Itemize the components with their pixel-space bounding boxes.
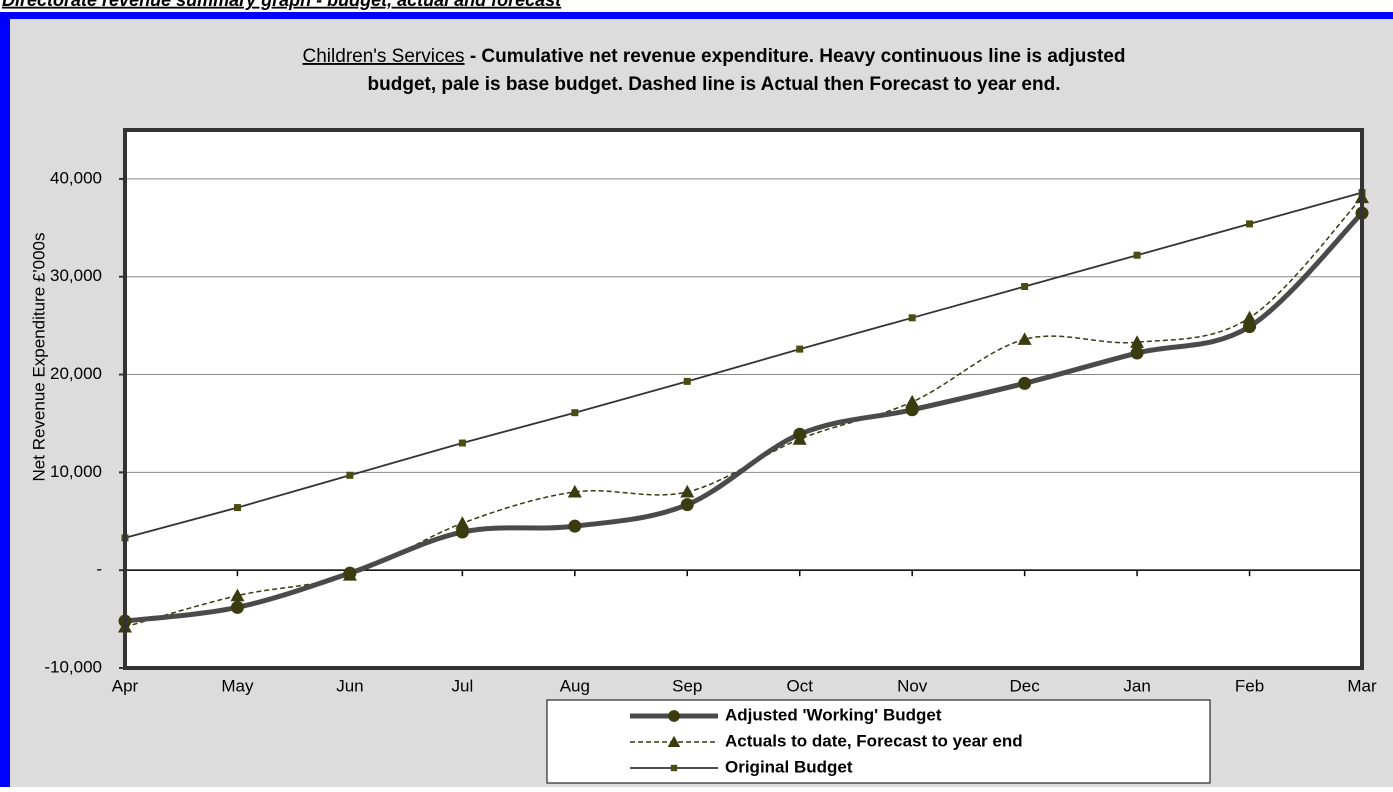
marker	[905, 403, 919, 417]
y-tick-label: 40,000	[50, 168, 102, 187]
marker	[670, 764, 678, 772]
y-tick-label: 20,000	[50, 364, 102, 383]
legend-label: Actuals to date, Forecast to year end	[725, 731, 1023, 750]
marker	[346, 471, 354, 479]
x-tick-label: May	[221, 676, 254, 695]
marker	[343, 566, 357, 580]
x-tick-label: Sep	[672, 676, 702, 695]
title-underlined: Children's Services	[303, 46, 465, 67]
y-tick-label: -10,000	[44, 657, 102, 676]
marker	[1242, 310, 1257, 324]
y-axis-label: Net Revenue Expenditure £'000s	[29, 233, 48, 482]
marker	[683, 377, 691, 385]
x-tick-label: Jul	[451, 676, 473, 695]
marker	[1017, 332, 1032, 345]
marker	[567, 484, 582, 498]
x-tick-label: Oct	[787, 676, 814, 695]
marker	[1021, 283, 1029, 291]
marker	[1243, 320, 1257, 334]
x-tick-label: Dec	[1010, 676, 1041, 695]
marker	[667, 735, 681, 748]
legend-label: Adjusted 'Working' Budget	[725, 705, 942, 724]
marker	[1130, 335, 1145, 348]
x-tick-label: Mar	[1347, 676, 1377, 695]
marker	[458, 439, 466, 447]
marker	[796, 345, 804, 353]
title-line: budget, pale is base budget. Dashed line…	[368, 74, 1061, 95]
y-tick-label: 30,000	[50, 266, 102, 285]
chart-title: Children's Services - Cumulative net rev…	[303, 46, 1126, 67]
y-tick-label: -	[96, 560, 102, 579]
x-tick-label: Apr	[112, 676, 139, 695]
marker	[793, 427, 807, 441]
title-line: - Cumulative net revenue expenditure. He…	[465, 46, 1126, 67]
marker	[680, 484, 695, 498]
marker	[1246, 220, 1254, 228]
page-heading: Directorate revenue summary graph - budg…	[2, 0, 562, 10]
marker	[571, 409, 579, 417]
y-tick-label: 10,000	[50, 462, 102, 481]
x-tick-label: Jun	[336, 676, 363, 695]
marker	[680, 498, 694, 512]
marker	[455, 516, 470, 529]
marker	[230, 600, 244, 614]
series-line	[124, 211, 1364, 624]
x-tick-label: Nov	[897, 676, 928, 695]
marker	[1018, 376, 1032, 390]
marker	[568, 519, 582, 533]
legend-label: Original Budget	[725, 757, 853, 776]
marker	[1133, 251, 1141, 259]
x-tick-label: Jan	[1123, 676, 1150, 695]
plot-border	[123, 128, 1364, 670]
marker	[455, 525, 469, 539]
x-tick-label: Feb	[1235, 676, 1264, 695]
x-tick-label: Aug	[560, 676, 590, 695]
marker	[233, 504, 241, 512]
marker	[908, 314, 916, 322]
series-line	[124, 191, 1363, 539]
marker	[1130, 346, 1144, 360]
marker	[230, 588, 245, 602]
marker	[668, 710, 680, 722]
